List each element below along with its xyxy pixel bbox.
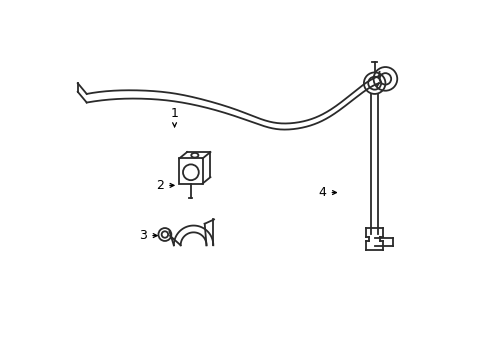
Bar xyxy=(179,158,202,184)
Text: 4: 4 xyxy=(318,186,336,199)
Text: 2: 2 xyxy=(156,179,174,192)
Text: 3: 3 xyxy=(139,229,157,242)
Text: 1: 1 xyxy=(170,107,178,127)
